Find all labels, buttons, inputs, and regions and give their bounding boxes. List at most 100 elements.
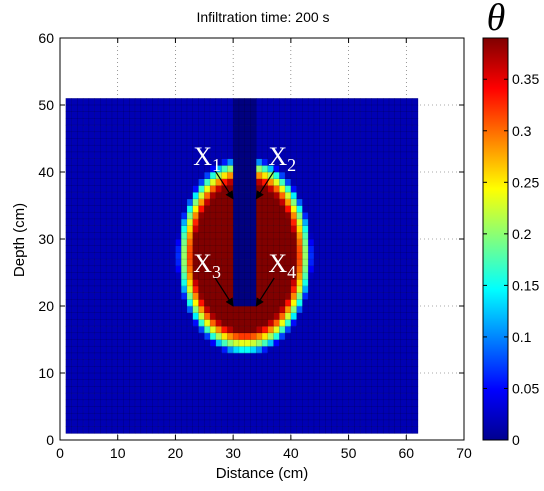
heatmap-cell [342, 192, 349, 200]
heatmap-cell [250, 279, 257, 287]
heatmap-cell [106, 413, 113, 421]
heatmap-cell [238, 386, 245, 394]
heatmap-cell [331, 259, 338, 267]
heatmap-cell [94, 359, 101, 367]
heatmap-cell [262, 299, 269, 307]
heatmap-cell [308, 272, 315, 280]
heatmap-cell [371, 299, 378, 307]
heatmap-cell [238, 319, 245, 327]
heatmap-cell [129, 105, 136, 112]
heatmap-cell [123, 419, 130, 427]
heatmap-cell [383, 265, 390, 273]
heatmap-cell [94, 198, 101, 206]
heatmap-cell [348, 393, 355, 401]
heatmap-cell [65, 312, 72, 320]
heatmap-cell [244, 225, 251, 233]
heatmap-cell [186, 306, 194, 313]
heatmap-cell [88, 332, 95, 340]
heatmap-cell [186, 165, 194, 173]
heatmap-cell [129, 419, 136, 427]
heatmap-cell [337, 165, 344, 173]
heatmap-cell [88, 192, 95, 200]
heatmap-cell [192, 352, 199, 360]
heatmap-cell [100, 393, 107, 401]
heatmap-cell [406, 239, 413, 246]
heatmap-cell [406, 105, 413, 112]
heatmap-cell [83, 332, 90, 340]
heatmap-cell [308, 413, 315, 421]
heatmap-cell [186, 111, 194, 119]
heatmap-cell [146, 98, 153, 106]
colorbar-tick-label: 0.3 [512, 123, 532, 139]
heatmap-cell [308, 373, 315, 380]
heatmap-cell [192, 111, 199, 119]
heatmap-cell [360, 359, 367, 367]
heatmap-cell [337, 359, 344, 367]
heatmap-cell [331, 125, 338, 133]
heatmap-cell [221, 225, 228, 233]
heatmap-cell [198, 151, 205, 159]
heatmap-cell [296, 178, 303, 186]
heatmap-cell [117, 272, 124, 280]
heatmap-cell [146, 131, 153, 139]
heatmap-cell [342, 312, 349, 320]
heatmap-cell [279, 426, 286, 434]
heatmap-cell [279, 279, 286, 287]
heatmap-cell [371, 259, 378, 267]
heatmap-cell [360, 125, 367, 133]
heatmap-cell [296, 111, 303, 119]
heatmap-cell [169, 332, 176, 340]
heatmap-cell [117, 105, 124, 112]
heatmap-cell [106, 118, 113, 126]
heatmap-cell [256, 239, 263, 246]
heatmap-cell [198, 265, 205, 273]
heatmap-cell [325, 285, 332, 293]
heatmap-cell [140, 205, 147, 213]
heatmap-cell [250, 131, 257, 139]
heatmap-cell [308, 192, 315, 200]
heatmap-cell [88, 399, 95, 407]
heatmap-cell [215, 205, 222, 213]
heatmap-cell [163, 252, 170, 260]
heatmap-cell [129, 285, 136, 293]
heatmap-cell [325, 185, 332, 193]
heatmap-cell [210, 192, 217, 200]
heatmap-cell [250, 393, 257, 401]
heatmap-cell [146, 352, 153, 360]
heatmap-cell [215, 245, 222, 253]
heatmap-cell [400, 326, 407, 334]
heatmap-cell [388, 239, 396, 246]
heatmap-cell [158, 366, 165, 374]
heatmap-cell [256, 212, 263, 220]
heatmap-cell [181, 272, 188, 280]
heatmap-cell [365, 165, 372, 173]
heatmap-cell [158, 252, 165, 260]
heatmap-cell [140, 138, 147, 146]
heatmap-cell [325, 326, 332, 334]
heatmap-cell [227, 413, 234, 421]
heatmap-cell [256, 279, 263, 287]
heatmap-cell [383, 245, 390, 253]
heatmap-cell [383, 145, 390, 153]
heatmap-cell [337, 352, 344, 360]
heatmap-cell [135, 366, 142, 374]
heatmap-cell [117, 225, 124, 233]
chart-title: Infiltration time: 200 s [196, 9, 329, 25]
heatmap-cell [273, 172, 280, 179]
heatmap-cell [181, 379, 188, 387]
heatmap-cell [371, 312, 378, 320]
heatmap-cell [348, 98, 355, 106]
heatmap-cell [365, 145, 372, 153]
heatmap-cell [394, 198, 401, 206]
annotation-label-sub: 4 [287, 262, 296, 282]
heatmap-cell [186, 319, 194, 327]
heatmap-cell [186, 292, 194, 300]
heatmap-cell [313, 393, 321, 401]
annotation-arrow [255, 277, 275, 307]
heatmap-cell [342, 145, 349, 153]
y-tick-label: 60 [38, 30, 54, 46]
heatmap-cell [210, 285, 217, 293]
heatmap-cell [308, 165, 315, 173]
heatmap-cell [152, 165, 159, 173]
heatmap-cell [331, 292, 338, 300]
